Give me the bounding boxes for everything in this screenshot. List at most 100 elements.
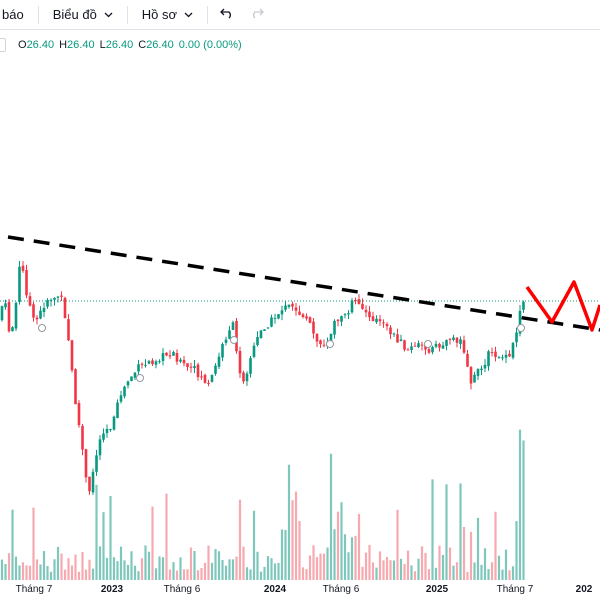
volume-bar xyxy=(469,531,473,580)
volume-bar xyxy=(343,534,347,580)
candle-body xyxy=(217,356,221,367)
volume-bar xyxy=(462,526,466,580)
candle xyxy=(186,363,189,371)
volume-bar xyxy=(431,479,434,580)
volume-bar xyxy=(392,560,396,580)
candle-body xyxy=(21,265,25,271)
chart-menu-label: Biểu đồ xyxy=(52,7,97,22)
candle xyxy=(382,319,385,328)
volume-bar xyxy=(14,556,18,580)
candle xyxy=(7,299,11,333)
candle xyxy=(494,346,497,362)
event-marker[interactable] xyxy=(326,340,334,348)
volume-bar xyxy=(77,571,81,580)
candle xyxy=(375,315,378,324)
candle-body xyxy=(203,375,207,383)
candle-body xyxy=(67,319,70,341)
candle-body xyxy=(389,327,392,335)
candle-body xyxy=(522,302,525,310)
chart-menu-button[interactable]: Biểu đồ xyxy=(43,0,123,30)
legend-toggle[interactable] xyxy=(0,38,6,52)
x-axis-label: Tháng 7 xyxy=(497,584,534,595)
volume-bar xyxy=(466,571,469,580)
volume-bar xyxy=(480,564,483,580)
candle-body xyxy=(396,334,399,343)
event-marker[interactable] xyxy=(38,324,46,332)
candle xyxy=(333,319,336,339)
volume-bar xyxy=(305,569,308,580)
volume-bar xyxy=(161,557,165,580)
volume-bar xyxy=(483,548,487,580)
volume-bar xyxy=(196,570,200,580)
volume-bar xyxy=(28,565,32,580)
candle-body xyxy=(508,353,511,357)
candle-body xyxy=(266,327,270,329)
candle xyxy=(469,365,473,390)
candle-body xyxy=(25,270,28,296)
volume-bar xyxy=(116,561,119,580)
candle-body xyxy=(231,322,235,330)
candle xyxy=(147,359,151,365)
candle xyxy=(60,291,63,302)
candle xyxy=(105,424,109,438)
candle xyxy=(151,358,154,367)
candle-body xyxy=(273,317,277,319)
event-marker[interactable] xyxy=(230,336,238,344)
candle-body xyxy=(242,372,245,382)
volume-bar xyxy=(448,547,452,580)
candle-body xyxy=(28,296,32,306)
event-marker[interactable] xyxy=(424,340,432,348)
candle xyxy=(284,300,287,312)
candlesticks xyxy=(0,260,525,495)
undo-button[interactable] xyxy=(212,0,242,30)
candle-body xyxy=(434,343,438,347)
candle xyxy=(417,340,420,349)
volume-bar xyxy=(490,562,494,580)
candle xyxy=(501,354,504,361)
candle xyxy=(116,399,119,419)
candle-body xyxy=(42,308,46,313)
x-axis-label: Tháng 7 xyxy=(16,584,53,595)
candle xyxy=(126,380,130,389)
candle xyxy=(32,301,35,322)
candle-body xyxy=(81,425,84,450)
candle xyxy=(350,297,354,314)
projection-zigzag-drawing[interactable] xyxy=(525,280,600,332)
volume-bar xyxy=(438,545,441,580)
volume-bar xyxy=(88,559,91,580)
trendline-drawing[interactable] xyxy=(7,235,600,332)
candle-body xyxy=(343,314,347,316)
volume-bar xyxy=(25,565,28,580)
alert-button[interactable]: báo xyxy=(0,0,34,30)
volume-bar xyxy=(91,568,95,580)
volume-bar xyxy=(235,556,238,580)
candle-body xyxy=(410,346,413,350)
volume-bar xyxy=(18,565,21,580)
candle xyxy=(231,320,235,330)
candle-body xyxy=(189,366,193,368)
candle-body xyxy=(417,343,420,348)
event-marker[interactable] xyxy=(136,374,144,382)
volume-bar xyxy=(147,551,151,580)
candle xyxy=(347,310,350,320)
redo-button[interactable] xyxy=(242,0,272,30)
volume-bar xyxy=(193,550,196,580)
candle-body xyxy=(378,319,382,322)
candle xyxy=(298,305,301,316)
redo-icon xyxy=(250,6,264,24)
candle-body xyxy=(476,368,480,376)
candle-body xyxy=(357,299,361,305)
candle xyxy=(371,311,375,322)
candle xyxy=(448,338,452,345)
volume-bar xyxy=(102,512,105,580)
candle-body xyxy=(116,402,119,418)
profile-menu-button[interactable]: Hồ sơ xyxy=(132,0,203,30)
candle-body xyxy=(186,363,189,367)
candle xyxy=(21,261,25,273)
event-marker[interactable] xyxy=(517,324,525,332)
volume-bar xyxy=(67,558,70,580)
candle-body xyxy=(158,361,161,363)
candle-body xyxy=(501,357,504,359)
candle-body xyxy=(466,353,469,367)
